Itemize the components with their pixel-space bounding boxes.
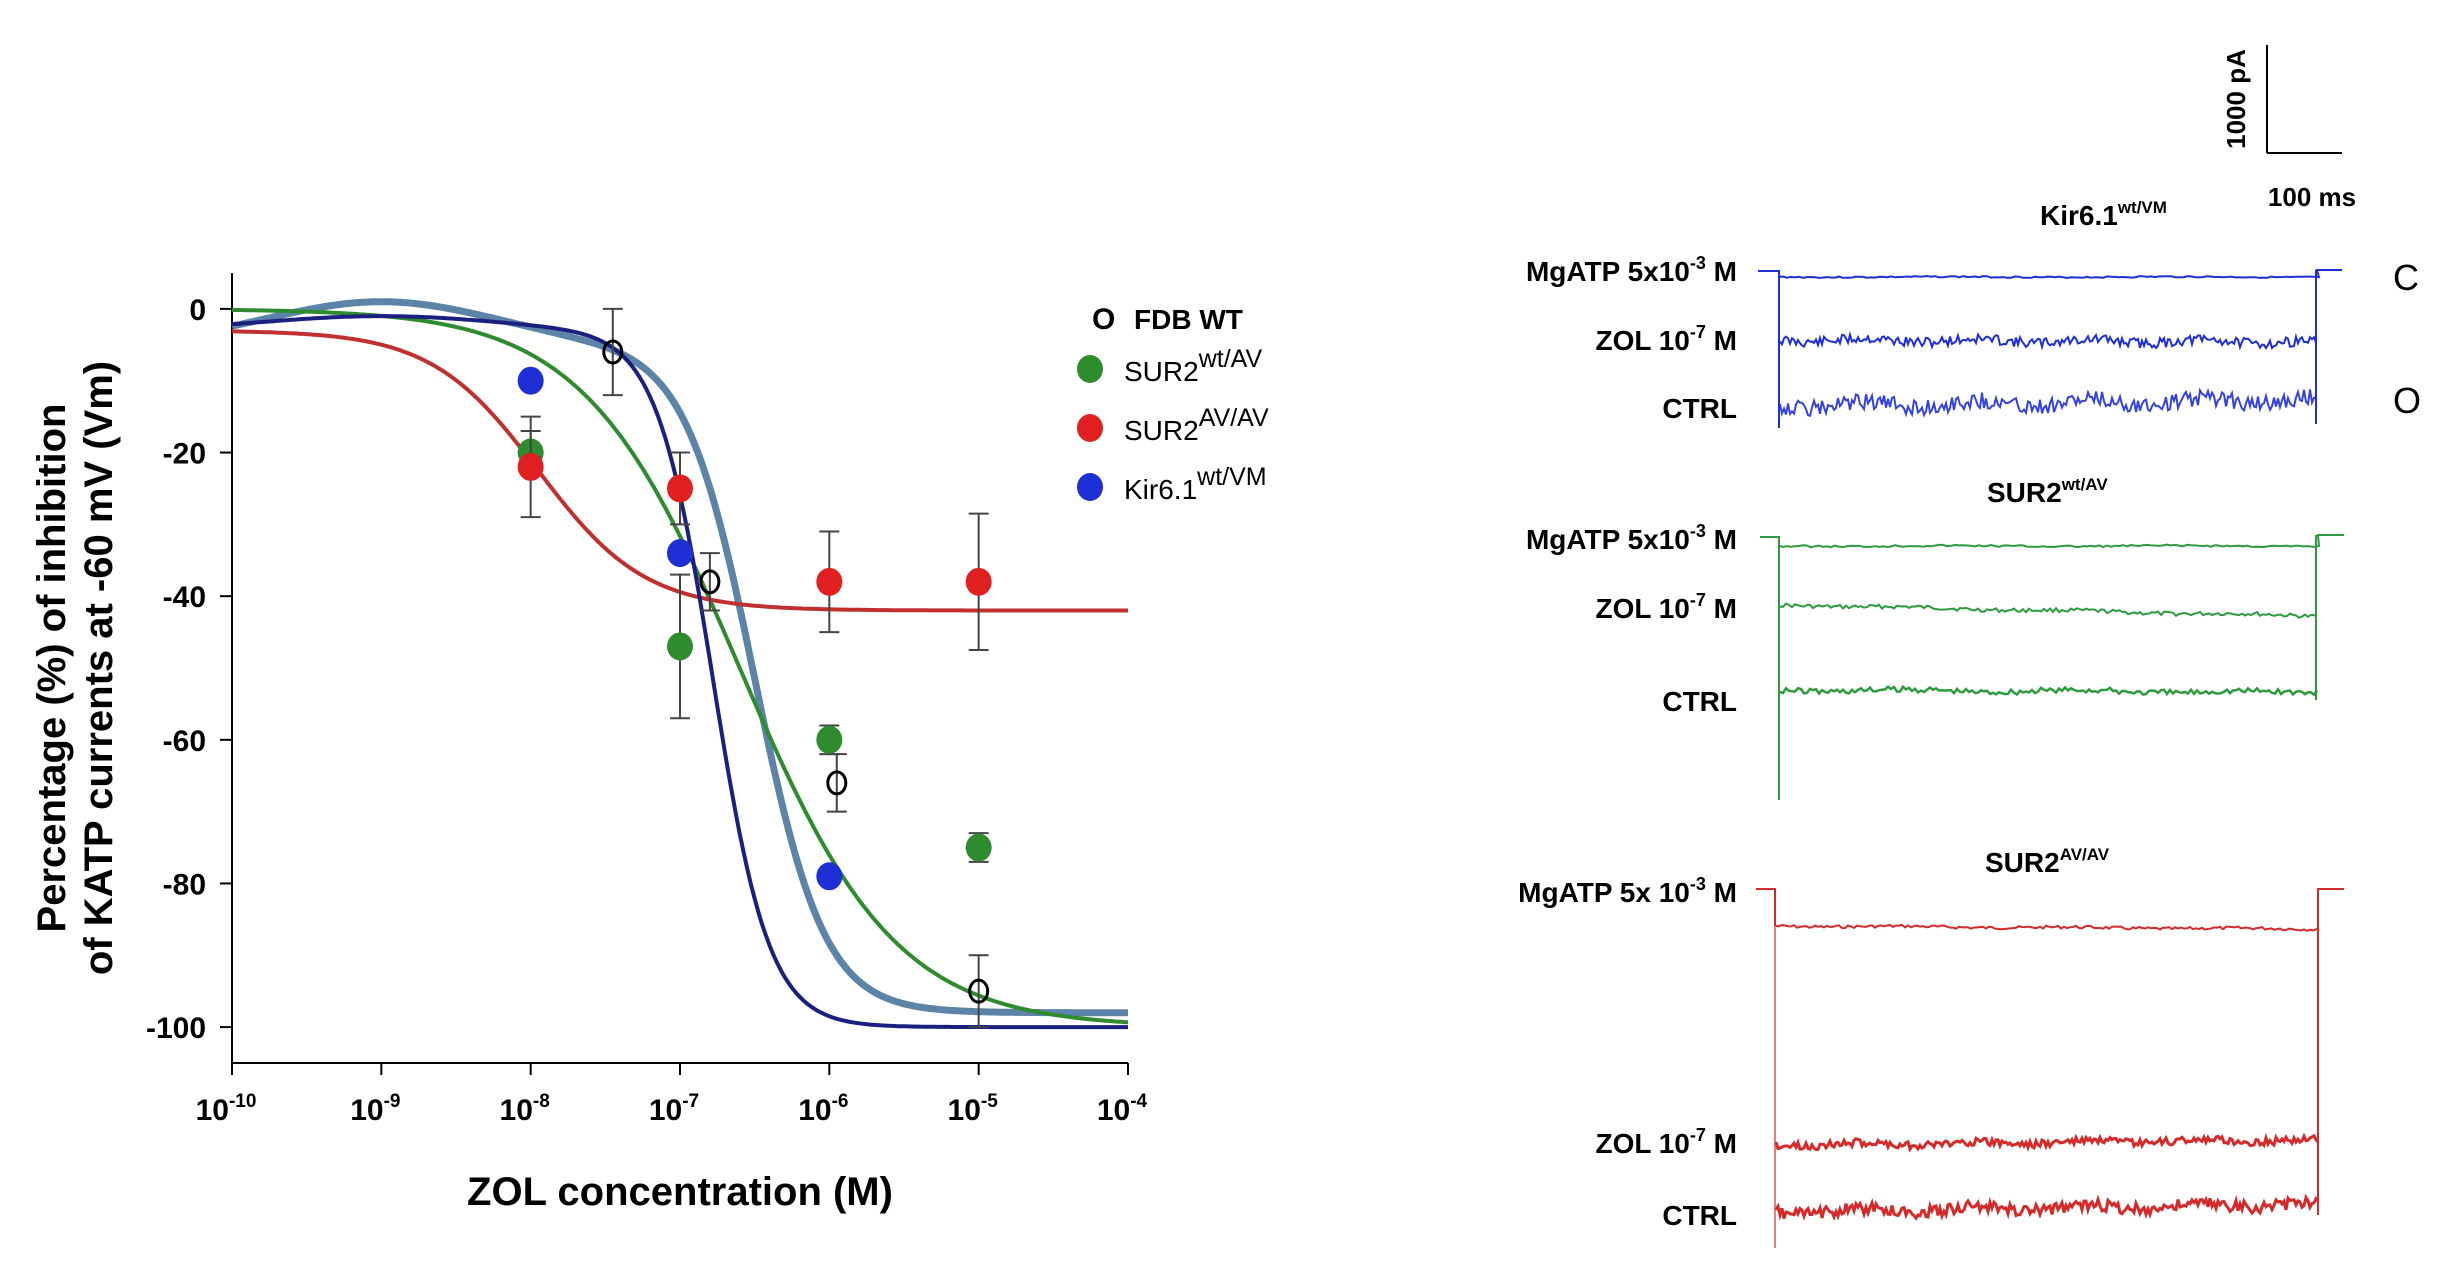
x-axis-label: ZOL concentration (M) — [467, 1170, 893, 1214]
current-trace — [1774, 1193, 2320, 1222]
legend-marker — [1077, 355, 1103, 383]
legend-label: SUR2wt/AV — [1124, 345, 1262, 387]
current-trace — [1760, 534, 2344, 549]
y-tick-label: -60 — [163, 725, 206, 758]
x-tick-label: 10-6 — [798, 1091, 848, 1127]
state-open-label: O — [2393, 380, 2421, 421]
panel3-title: SUR2AV/AV — [1985, 845, 2110, 878]
data-point — [699, 569, 721, 595]
data-point — [816, 725, 843, 754]
data-point — [667, 474, 693, 503]
current-trace — [1774, 1132, 2320, 1153]
y-tick-label: -80 — [163, 868, 206, 901]
trace-panel-sur2-avav: SUR2AV/AV MgATP 5x 10-3 M ZOL 10-7 M CTRL — [1518, 845, 2344, 1248]
panel1-condition-label: CTRL — [1662, 393, 1737, 424]
data-point — [602, 339, 624, 365]
current-trace — [2317, 888, 2344, 1215]
current-trace — [1775, 923, 2320, 932]
data-point — [816, 862, 843, 891]
y-tick-label: -40 — [163, 581, 206, 614]
scale-bar-current-label: 1000 pA — [2221, 49, 2251, 149]
data-point — [667, 539, 693, 568]
trace-panel-kir61: Kir6.1wt/VM MgATP 5x10-3 M ZOL 10-7 M CTRL… — [1526, 198, 2421, 428]
data-point — [816, 567, 843, 596]
panel3-condition-label: MgATP 5x 10-3 M — [1518, 874, 1737, 908]
x-tick-label: 10-4 — [1097, 1091, 1148, 1127]
legend-marker: O — [1092, 303, 1115, 336]
y-axis-label-line1: Percentage (%) of inhibition — [30, 404, 74, 933]
x-tick-label: 10-10 — [196, 1091, 257, 1127]
data-point — [965, 833, 992, 862]
y-axis-label-line2: of KATP currents at -60 mV (Vm) — [77, 361, 121, 975]
panel3-condition-label: CTRL — [1662, 1200, 1737, 1231]
trace-panel-sur2-wtav: SUR2wt/AV MgATP 5x10-3 M ZOL 10-7 M CTRL — [1526, 475, 2344, 800]
legend: O FDB WT SUR2wt/AV SUR2AV/AV Kir6.1wt/VM — [1077, 303, 1269, 505]
panel1-condition-label: MgATP 5x10-3 M — [1526, 253, 1737, 287]
current-trace — [1756, 888, 1776, 926]
legend-label: SUR2AV/AV — [1124, 404, 1269, 446]
current-trace — [1779, 387, 2317, 418]
data-point — [968, 978, 990, 1004]
legend-marker — [1077, 414, 1103, 442]
dose-response-chart: 0-20-40-60-80-100 10-10 10-9 10-8 10-7 10-6 1… — [30, 273, 1269, 1214]
legend-label: Kir6.1wt/VM — [1124, 463, 1267, 505]
data-point — [965, 567, 992, 596]
panel1-condition-label: ZOL 10-7 M — [1595, 322, 1737, 356]
x-tick-label: 10-8 — [500, 1091, 550, 1127]
data-point — [517, 366, 544, 395]
y-ticks: 0 -20 -40 -60 -80 -100 — [146, 294, 232, 1045]
panel2-condition-label: MgATP 5x10-3 M — [1526, 521, 1737, 555]
current-trace — [1758, 269, 2342, 280]
panel2-condition-label: ZOL 10-7 M — [1595, 590, 1737, 624]
x-ticks: 10-10 10-9 10-8 10-7 10-6 10-5 10-4 — [196, 1063, 1148, 1127]
data-points — [517, 307, 992, 1029]
current-trace — [1779, 330, 2317, 351]
state-closed-label: C — [2393, 257, 2419, 298]
x-tick-label: 10-9 — [350, 1091, 400, 1127]
panel1-title: Kir6.1wt/VM — [2040, 198, 2167, 231]
scale-bar: 1000 pA 100 ms — [2221, 45, 2356, 212]
legend-marker — [1077, 473, 1103, 501]
panel2-condition-label: CTRL — [1662, 686, 1737, 717]
data-point — [667, 632, 693, 661]
y-tick-label: -100 — [146, 1012, 206, 1045]
y-tick-label: -20 — [163, 438, 206, 471]
data-point — [517, 452, 544, 481]
scale-bar-time-label: 100 ms — [2268, 182, 2356, 212]
panel2-title: SUR2wt/AV — [1987, 475, 2108, 508]
current-trace — [1779, 684, 2319, 697]
x-tick-label: 10-7 — [649, 1091, 699, 1127]
data-point — [826, 770, 848, 796]
current-trace — [1779, 602, 2318, 619]
panel3-condition-label: ZOL 10-7 M — [1595, 1125, 1737, 1159]
y-tick-label: 0 — [189, 294, 206, 327]
legend-label: FDB WT — [1134, 304, 1243, 335]
x-tick-label: 10-5 — [948, 1091, 999, 1127]
